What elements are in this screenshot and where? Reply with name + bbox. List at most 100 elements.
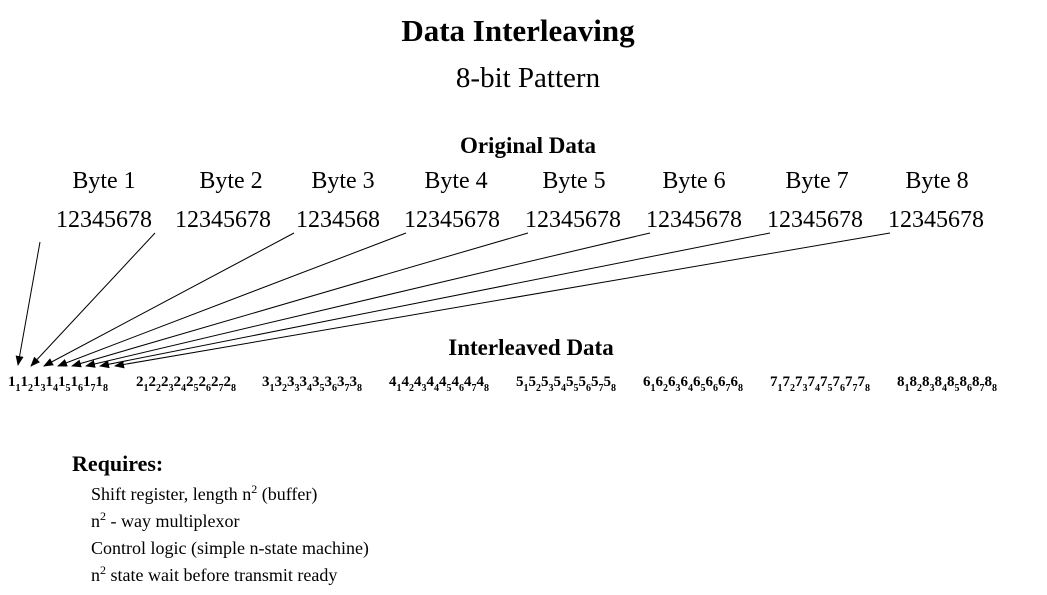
bit-index: 6 [459, 383, 464, 394]
bit-number: 7 [833, 374, 841, 390]
bit-index: 8 [357, 383, 362, 394]
bit-number: 8 [972, 374, 980, 390]
byte-bits: 12345678 [888, 207, 984, 233]
interleaved-group: 8182838485868788 [897, 374, 997, 394]
requirement: Shift register, length n2 (buffer) [91, 482, 317, 505]
bit-index: 5 [66, 383, 71, 394]
arrow [114, 232, 891, 369]
bit-number: 4 [402, 374, 410, 390]
bit-index: 8 [231, 383, 236, 394]
arrow [15, 241, 41, 366]
bit-index: 2 [156, 383, 161, 394]
bit-number: 4 [414, 374, 422, 390]
bit-index: 3 [930, 383, 935, 394]
interleaved-group: 6162636465666768 [643, 374, 743, 394]
bit-number: 5 [591, 374, 599, 390]
bit-index: 8 [738, 383, 743, 394]
byte-bits: 12345678 [767, 207, 863, 233]
bit-number: 5 [541, 374, 549, 390]
requirement-text: - way multiplexor [106, 511, 239, 531]
bit-index: 3 [803, 383, 808, 394]
byte-label: Byte 7 [785, 168, 848, 194]
byte-bits: 12345678 [175, 207, 271, 233]
bit-index: 5 [574, 383, 579, 394]
bit-index: 7 [472, 383, 477, 394]
bit-number: 6 [643, 374, 651, 390]
bit-index: 8 [484, 383, 489, 394]
bit-index: 8 [611, 383, 616, 394]
bit-number: 5 [604, 374, 612, 390]
interleaved-group: 7172737475767778 [770, 374, 870, 394]
byte-bits: 12345678 [404, 207, 500, 233]
arrow [71, 232, 529, 368]
superscript: 2 [100, 509, 106, 523]
bit-index: 6 [840, 383, 845, 394]
bit-number: 8 [897, 374, 905, 390]
bit-index: 3 [41, 383, 46, 394]
bit-number: 7 [795, 374, 803, 390]
subtitle: 8-bit Pattern [456, 62, 601, 94]
byte-bits: 12345678 [646, 207, 742, 233]
bit-number: 4 [439, 374, 447, 390]
bit-index: 5 [194, 383, 199, 394]
bit-number: 2 [149, 374, 157, 390]
original-heading: Original Data [460, 133, 597, 158]
arrow [43, 232, 295, 367]
requirement-text: Shift register, length n [91, 484, 251, 504]
bit-number: 4 [452, 374, 460, 390]
byte-label: Byte 5 [542, 168, 605, 194]
requirement: Control logic (simple n-state machine) [91, 538, 369, 559]
bit-index: 6 [967, 383, 972, 394]
bit-index: 3 [422, 383, 427, 394]
arrows [15, 232, 891, 369]
byte-label: Byte 3 [311, 168, 374, 194]
arrow [85, 232, 651, 368]
bit-number: 3 [262, 374, 270, 390]
bit-index: 5 [828, 383, 833, 394]
bit-index: 4 [53, 383, 58, 394]
bit-number: 5 [529, 374, 537, 390]
bit-index: 2 [790, 383, 795, 394]
bit-number: 2 [136, 374, 144, 390]
bit-index: 8 [103, 383, 108, 394]
bit-index: 5 [320, 383, 325, 394]
bit-number: 1 [21, 374, 29, 390]
bit-number: 7 [808, 374, 816, 390]
bit-index: 6 [713, 383, 718, 394]
byte-label: Byte 4 [424, 168, 487, 194]
bit-number: 6 [693, 374, 701, 390]
requirement-text: n [91, 565, 100, 585]
bit-number: 6 [681, 374, 689, 390]
bit-index: 4 [815, 383, 820, 394]
bit-number: 4 [464, 374, 472, 390]
requirement: n2 - way multiplexor [91, 509, 239, 531]
bit-index: 4 [561, 383, 566, 394]
requirement-text: Control logic (simple n-state machine) [91, 538, 369, 559]
bit-number: 1 [8, 374, 16, 390]
bit-index: 1 [397, 383, 402, 394]
bit-number: 6 [731, 374, 739, 390]
bit-number: 8 [910, 374, 918, 390]
bit-number: 4 [427, 374, 435, 390]
bit-index: 2 [917, 383, 922, 394]
interleaved-group: 5152535455565758 [516, 374, 616, 394]
bit-index: 7 [853, 383, 858, 394]
bit-number: 3 [337, 374, 345, 390]
bit-number: 1 [58, 374, 66, 390]
bit-index: 2 [536, 383, 541, 394]
bit-index: 7 [219, 383, 224, 394]
bit-number: 3 [312, 374, 320, 390]
interleaved-group: 3132333435363738 [262, 374, 362, 394]
bit-number: 6 [656, 374, 664, 390]
interleaved-group: 2122232425262728 [136, 374, 236, 394]
bit-number: 7 [770, 374, 778, 390]
bit-index: 4 [942, 383, 947, 394]
bit-index: 1 [16, 383, 21, 394]
bit-index: 7 [599, 383, 604, 394]
superscript: 2 [251, 482, 257, 496]
bit-number: 2 [211, 374, 219, 390]
byte-label: Byte 1 [72, 168, 135, 194]
bit-number: 7 [820, 374, 828, 390]
bit-index: 1 [144, 383, 149, 394]
bit-index: 5 [701, 383, 706, 394]
